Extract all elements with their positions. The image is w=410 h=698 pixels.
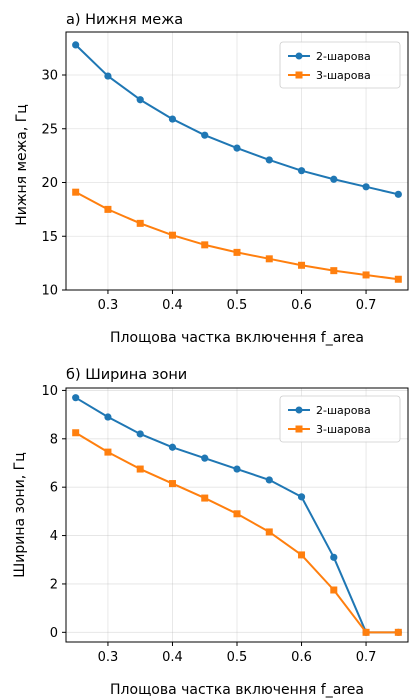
legend-marker-3layer: [295, 71, 303, 79]
axis-ticks: 0.3 0.4 0.5 0.6 0.7 10 15 20 25 30: [41, 69, 376, 314]
data-point-circle: [168, 443, 177, 451]
legend-label-3layer: 3-шарова: [316, 423, 371, 436]
data-point-circle: [265, 156, 273, 164]
data-point-circle: [72, 394, 80, 402]
axis-ticks: 0.3 0.4 0.5 0.6 0.7 0 2 4 6 8 10: [41, 384, 376, 665]
y-tick-label: 0: [50, 626, 58, 641]
legend: 2-шарова 3-шарова: [279, 41, 401, 89]
legend-marker-3layer: [295, 425, 303, 433]
y-axis-label: Ширина зони, Гц: [12, 452, 28, 577]
y-tick-label: 2: [50, 577, 58, 592]
data-point-circle: [233, 144, 241, 152]
x-tick-label: 0.6: [291, 298, 312, 313]
x-tick-label: 0.3: [98, 298, 119, 313]
legend-box: [279, 395, 401, 443]
data-point-square: [362, 628, 370, 636]
y-tick-label: 25: [41, 122, 58, 137]
legend: 2-шарова 3-шарова: [279, 395, 401, 443]
data-point-circle: [330, 553, 338, 561]
y-tick-label: 6: [50, 481, 58, 496]
chart-title: б) Ширина зони: [66, 367, 187, 383]
data-point-square: [233, 510, 241, 518]
y-tick-label: 4: [50, 529, 58, 544]
x-tick-label: 0.3: [98, 650, 119, 665]
data-point-square: [265, 255, 273, 263]
chart-panel-lower-bound: а) Нижня межа 0.3 0.4 0.5 0.6 0.71015202530 …: [14, 12, 409, 346]
legend-label-2layer: 2-шарова: [316, 404, 371, 417]
y-tick-label: 10: [41, 384, 58, 399]
data-point-square: [104, 205, 112, 213]
y-tick-label: 15: [41, 230, 58, 245]
data-point-circle: [168, 115, 177, 123]
data-point-circle: [104, 72, 112, 80]
data-point-circle: [136, 430, 144, 438]
data-point-square: [330, 267, 338, 275]
data-point-square: [362, 271, 370, 279]
x-tick-label: 0.4: [162, 298, 183, 313]
data-point-square: [201, 241, 209, 249]
data-point-square: [72, 188, 80, 196]
x-axis-label: Площова частка включення f_area: [110, 682, 364, 698]
x-axis-label: Площова частка включення f_area: [110, 330, 364, 346]
data-point-square: [104, 448, 112, 456]
y-tick-label: 10: [41, 284, 58, 299]
data-point-square: [298, 551, 306, 559]
legend-label-3layer: 3-шарова: [316, 69, 371, 82]
x-tick-label: 0.6: [291, 650, 312, 665]
data-point-circle: [104, 413, 112, 421]
plot-frame: [65, 387, 409, 643]
data-point-square: [136, 465, 144, 473]
data-point-square: [168, 480, 176, 488]
legend-marker-2layer: [295, 52, 303, 60]
data-point-circle: [233, 465, 241, 473]
data-point-circle: [297, 493, 306, 501]
x-tick-label: 0.5: [227, 298, 248, 313]
data-point-square: [72, 429, 80, 437]
legend-box: [279, 41, 401, 89]
data-point-square: [168, 231, 176, 239]
y-tick-label: 8: [50, 432, 58, 447]
series-group: [72, 41, 402, 283]
data-point-square: [330, 586, 338, 594]
data-point-square: [298, 261, 306, 269]
chart-title: а) Нижня межа: [66, 12, 183, 28]
data-point-circle: [265, 476, 273, 484]
data-point-square: [265, 528, 273, 536]
y-tick-label: 20: [41, 176, 58, 191]
data-point-circle: [394, 190, 402, 198]
x-tick-label: 0.4: [162, 650, 183, 665]
data-point-circle: [72, 41, 80, 49]
plot-frame: [65, 31, 409, 291]
data-point-circle: [136, 96, 144, 104]
data-point-circle: [201, 131, 209, 139]
data-point-square: [233, 248, 241, 256]
x-tick-label: 0.7: [356, 650, 377, 665]
data-point-square: [201, 494, 209, 502]
data-point-circle: [362, 183, 370, 191]
data-point-square: [394, 275, 402, 283]
legend-label-2layer: 2-шарова: [316, 50, 371, 63]
data-point-circle: [297, 167, 306, 175]
x-tick-label: 0.5: [227, 650, 248, 665]
data-point-square: [394, 628, 402, 636]
series-group: [72, 394, 402, 636]
data-point-circle: [330, 175, 338, 183]
y-axis-label: Нижня межа, Гц: [14, 104, 30, 226]
y-tick-label: 30: [41, 69, 58, 84]
data-point-square: [136, 219, 144, 227]
data-point-circle: [201, 454, 209, 462]
legend-marker-2layer: [295, 406, 303, 414]
chart-panel-band-width: б) Ширина зони 0.3 0.4 0.5 0.6 0.7 0 2 4 6 8 10 Пл…: [12, 367, 409, 698]
x-tick-label: 0.7: [356, 298, 377, 313]
